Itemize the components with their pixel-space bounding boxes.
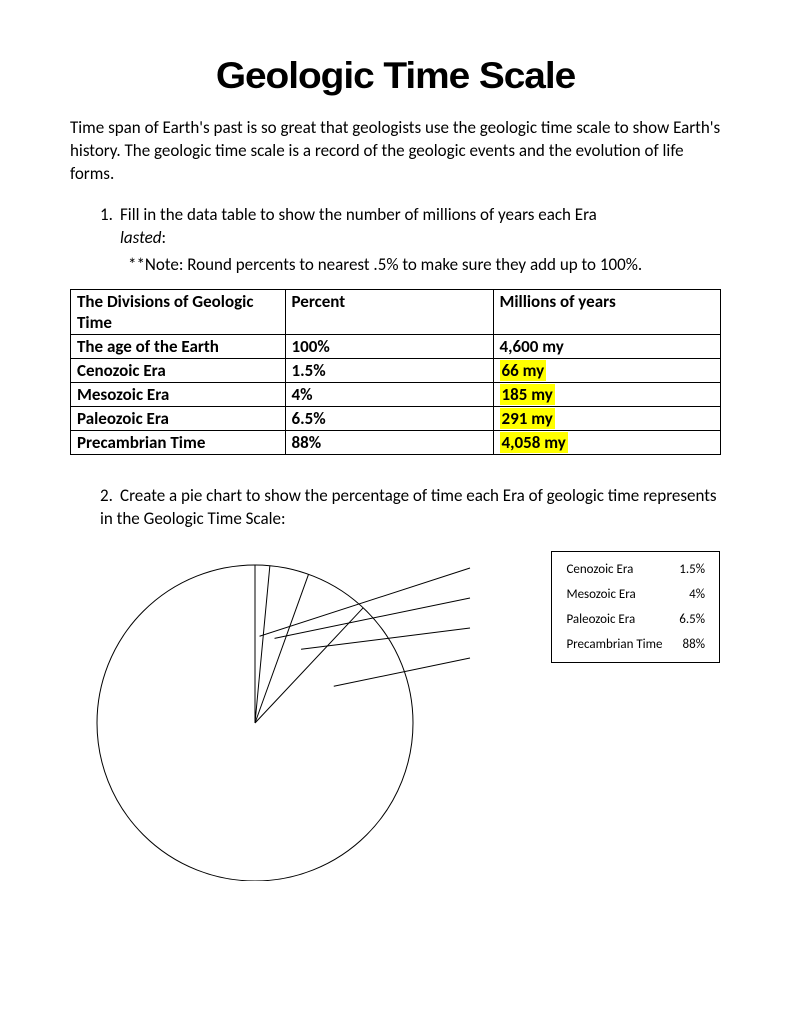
table-cell: Paleozoic Era xyxy=(71,406,286,430)
legend-label: Precambrian Time xyxy=(566,637,662,652)
legend-label: Cenozoic Era xyxy=(566,562,633,577)
legend-item: Mesozoic Era 4% xyxy=(566,587,705,602)
table-row: Paleozoic Era 6.5% 291 my xyxy=(71,406,721,430)
table-cell: 185 my xyxy=(493,382,721,406)
table-row: Cenozoic Era 1.5% 66 my xyxy=(71,358,721,382)
legend-label: Paleozoic Era xyxy=(566,612,635,627)
q2-text: Create a pie chart to show the percentag… xyxy=(100,485,717,529)
legend-item: Paleozoic Era 6.5% xyxy=(566,612,705,627)
data-table: The Divisions of Geologic Time Percent M… xyxy=(70,289,721,455)
table-cell: 1.5% xyxy=(285,358,493,382)
table-cell: The age of the Earth xyxy=(71,334,286,358)
page-title: Geologic Time Scale xyxy=(54,55,738,97)
intro-text: Time span of Earth's past is so great th… xyxy=(70,117,721,186)
table-cell: 100% xyxy=(285,334,493,358)
table-header: Percent xyxy=(285,289,493,334)
q1-number: 1. xyxy=(100,204,120,227)
legend-pct: 4% xyxy=(689,587,705,602)
legend-item: Cenozoic Era 1.5% xyxy=(566,562,705,577)
table-cell: 4% xyxy=(285,382,493,406)
legend-item: Precambrian Time 88% xyxy=(566,637,705,652)
table-row: The age of the Earth 100% 4,600 my xyxy=(71,334,721,358)
question-2: 2.Create a pie chart to show the percent… xyxy=(100,485,721,531)
table-header-row: The Divisions of Geologic Time Percent M… xyxy=(71,289,721,334)
legend-pct: 88% xyxy=(683,637,705,652)
table-cell: Precambrian Time xyxy=(71,430,286,454)
table-cell: 4,058 my xyxy=(493,430,721,454)
table-cell: 291 my xyxy=(493,406,721,430)
q1-text-c: : xyxy=(161,227,166,248)
q2-number: 2. xyxy=(100,485,120,508)
question-1: 1.Fill in the data table to show the num… xyxy=(100,204,721,250)
q1-note: **Note: Round percents to nearest .5% to… xyxy=(128,254,721,275)
table-cell: 4,600 my xyxy=(493,334,721,358)
table-cell: Mesozoic Era xyxy=(71,382,286,406)
table-cell: 88% xyxy=(285,430,493,454)
pie-chart-container: Cenozoic Era 1.5% Mesozoic Era 4% Paleoz… xyxy=(70,551,720,881)
q1-text-italic: lasted xyxy=(120,227,161,248)
table-row: Precambrian Time 88% 4,058 my xyxy=(71,430,721,454)
legend-pct: 6.5% xyxy=(679,612,705,627)
table-cell: Cenozoic Era xyxy=(71,358,286,382)
table-row: Mesozoic Era 4% 185 my xyxy=(71,382,721,406)
q1-text-a: Fill in the data table to show the numbe… xyxy=(120,204,597,225)
legend-pct: 1.5% xyxy=(679,562,705,577)
table-header: The Divisions of Geologic Time xyxy=(71,289,286,334)
chart-legend: Cenozoic Era 1.5% Mesozoic Era 4% Paleoz… xyxy=(551,551,720,663)
table-cell: 6.5% xyxy=(285,406,493,430)
legend-label: Mesozoic Era xyxy=(566,587,635,602)
table-cell: 66 my xyxy=(493,358,721,382)
table-header: Millions of years xyxy=(493,289,721,334)
